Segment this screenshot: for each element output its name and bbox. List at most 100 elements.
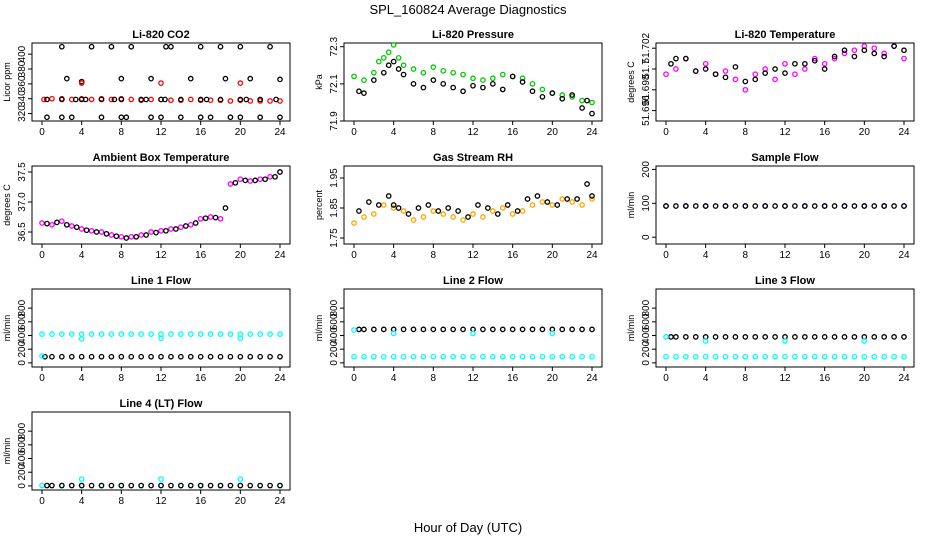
data-point	[133, 233, 140, 240]
series-cyan	[78, 476, 244, 482]
data-point	[277, 114, 283, 121]
series-black	[356, 326, 595, 333]
data-point	[88, 227, 95, 234]
data-point	[257, 114, 264, 121]
data-point	[197, 114, 204, 121]
x-tick-label: 12	[155, 496, 167, 507]
series-black	[356, 181, 595, 220]
data-point	[98, 482, 105, 489]
data-point	[237, 96, 244, 103]
data-point	[148, 331, 154, 338]
data-point	[801, 66, 808, 72]
series-black	[44, 96, 279, 103]
x-tick-label: 16	[507, 127, 519, 138]
y-tick-label: 400	[329, 327, 340, 344]
y-axis-label: Licor ppm	[2, 62, 12, 102]
data-point	[450, 326, 457, 333]
x-tick-label: 16	[195, 373, 207, 384]
data-point	[88, 43, 95, 50]
x-tick-label: 16	[819, 373, 831, 384]
data-point	[118, 353, 125, 360]
data-point	[489, 326, 496, 333]
data-point	[732, 64, 739, 70]
y-axis-label: ml/min	[626, 192, 636, 219]
data-point	[277, 76, 283, 83]
series-magenta	[663, 43, 907, 93]
x-tick-label: 8	[119, 496, 125, 507]
data-point	[217, 353, 224, 360]
data-point	[390, 42, 397, 48]
data-point	[361, 214, 367, 220]
data-point	[692, 334, 699, 340]
data-point	[72, 96, 79, 103]
data-point	[153, 229, 159, 236]
data-point	[78, 336, 85, 342]
y-tick-label: 200	[17, 463, 28, 480]
x-tick-label: 4	[391, 250, 397, 261]
data-point	[692, 68, 699, 74]
data-point	[400, 62, 407, 69]
data-point	[148, 229, 154, 235]
y-tick-label: 200	[329, 340, 340, 357]
data-point	[861, 338, 868, 344]
data-point	[158, 335, 164, 342]
data-point	[361, 77, 367, 83]
data-point	[257, 96, 264, 103]
data-point	[841, 47, 848, 54]
panel-li-820-temperature: Li-820 Temperature 0 4 8 12 16 20 24 51.69651.69…	[626, 29, 915, 138]
data-point	[569, 353, 576, 360]
data-point	[445, 205, 452, 211]
y-axis-label: kPa	[314, 74, 324, 90]
y-tick-label: 600	[329, 313, 340, 330]
data-point	[420, 69, 427, 76]
data-point	[257, 176, 264, 183]
series-black	[44, 169, 283, 241]
data-point	[589, 193, 595, 199]
data-point	[177, 482, 184, 489]
data-point	[187, 331, 194, 338]
data-point	[123, 235, 130, 241]
data-point	[579, 326, 585, 333]
y-tick-label: 1.85	[329, 198, 340, 218]
x-tick-label: 24	[274, 250, 286, 261]
y-axis-label: ml/min	[2, 438, 12, 465]
data-point	[88, 331, 95, 338]
series-black	[668, 43, 907, 85]
y-tick-label: 200	[641, 161, 652, 178]
data-point	[168, 331, 174, 338]
data-point	[58, 331, 65, 338]
data-point	[351, 353, 357, 360]
x-tick-label: 0	[663, 373, 669, 384]
y-tick-label: 51.698	[641, 74, 652, 105]
data-point	[197, 215, 204, 222]
x-tick-label: 4	[79, 127, 85, 138]
data-point	[811, 55, 818, 62]
data-point	[243, 96, 250, 103]
data-point	[227, 114, 234, 121]
data-point	[252, 177, 259, 184]
data-point	[901, 334, 907, 340]
data-point	[821, 334, 828, 340]
data-point	[871, 334, 878, 340]
data-point	[440, 353, 447, 360]
data-point	[187, 221, 194, 228]
data-point	[732, 334, 739, 340]
data-point	[237, 353, 244, 360]
y-tick-label: 400	[17, 45, 28, 62]
x-tick-label: 20	[859, 127, 871, 138]
data-point	[182, 223, 189, 229]
data-point	[410, 326, 417, 333]
data-point	[480, 353, 486, 360]
x-tick-label: 0	[351, 250, 357, 261]
data-point	[207, 331, 214, 338]
data-point	[871, 45, 878, 52]
data-point	[742, 203, 749, 209]
data-point	[702, 338, 709, 344]
x-tick-label: 12	[467, 373, 479, 384]
data-point	[529, 202, 536, 208]
y-axis-label: ml/min	[2, 315, 12, 342]
data-point	[702, 66, 709, 72]
data-point	[380, 202, 387, 208]
data-point	[400, 71, 407, 78]
data-point	[148, 482, 154, 489]
